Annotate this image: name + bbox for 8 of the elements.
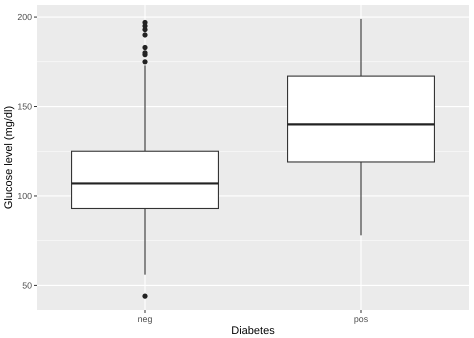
x-axis-title: Diabetes xyxy=(231,325,276,337)
y-tick-label: 150 xyxy=(17,102,32,112)
y-axis-title: Glucose level (mg/dl) xyxy=(3,106,15,210)
y-tick-label: 100 xyxy=(17,191,32,202)
y-tick-label: 200 xyxy=(17,12,32,22)
y-tick-label: 50 xyxy=(22,280,32,290)
x-tick-label: pos xyxy=(354,314,369,324)
x-tick-label: neg xyxy=(138,314,152,324)
